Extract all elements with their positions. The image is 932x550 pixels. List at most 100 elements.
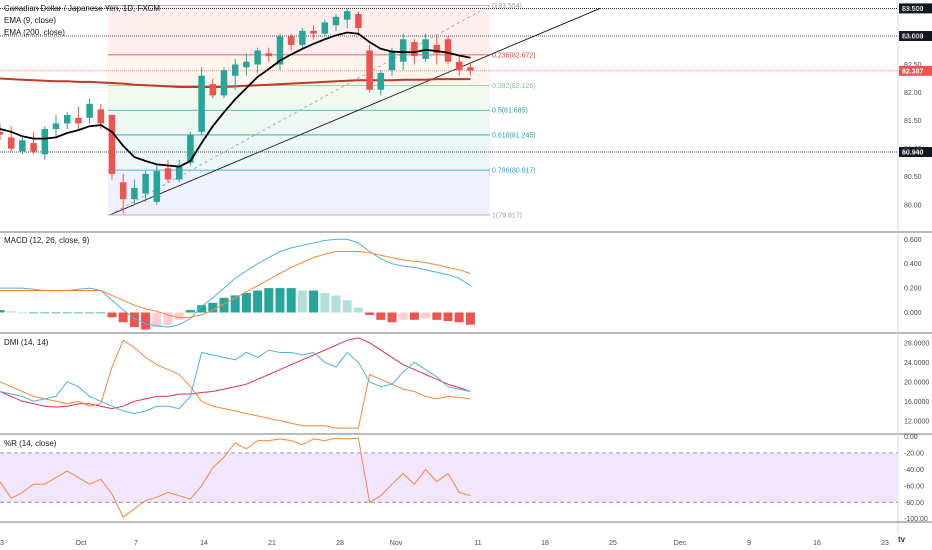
candle-body bbox=[63, 115, 71, 124]
fib-level-label: 0.5(81.685) bbox=[492, 108, 528, 115]
tradingview-logo: tv bbox=[898, 535, 906, 544]
dmi-axis-tick: 28.0000 bbox=[904, 340, 929, 347]
fib-level-label: 0.236(82.672) bbox=[492, 52, 536, 59]
macd-histogram-bar bbox=[286, 288, 296, 313]
candle-body bbox=[411, 42, 418, 57]
macd-histogram-bar bbox=[465, 312, 475, 325]
macd-histogram-bar bbox=[387, 312, 397, 323]
macd-histogram-bar bbox=[129, 312, 139, 328]
time-axis-tick: Nov bbox=[390, 540, 403, 547]
macd-histogram-bar bbox=[208, 302, 218, 313]
price-axis-tick: 82.50 bbox=[904, 62, 922, 69]
macd-histogram-bar bbox=[40, 312, 50, 314]
price-axis-tick: 82.00 bbox=[904, 90, 922, 97]
macd-histogram-bar bbox=[174, 312, 184, 320]
candle-body bbox=[19, 140, 26, 152]
price-axis-tick: 81.00 bbox=[904, 146, 922, 153]
macd-axis-tick: 0.600 bbox=[904, 237, 922, 244]
macd-histogram-bar bbox=[185, 310, 195, 313]
macd-histogram-bar bbox=[62, 312, 72, 314]
macd-histogram-bar bbox=[219, 297, 229, 313]
wr-axis-tick: -80.00 bbox=[904, 500, 924, 507]
candle-body bbox=[209, 84, 217, 96]
macd-histogram-bar bbox=[118, 312, 128, 323]
macd-histogram-bar bbox=[297, 290, 307, 313]
fib-band bbox=[108, 5, 490, 55]
candle-body bbox=[287, 36, 295, 45]
time-axis-tick: 9 bbox=[747, 540, 751, 547]
candle-body bbox=[467, 67, 474, 71]
macd-histogram-bar bbox=[141, 312, 151, 330]
wr-axis-tick: 0.00 bbox=[904, 434, 918, 441]
wr-axis-tick: -60.00 bbox=[904, 483, 924, 490]
price-axis-tick: 83.00 bbox=[904, 34, 922, 41]
macd-signal-line bbox=[0, 251, 471, 318]
wr-axis-tick: -100.00 bbox=[904, 516, 928, 523]
macd-histogram-bar bbox=[51, 312, 61, 314]
macd-histogram-bar bbox=[309, 290, 319, 313]
candle-body bbox=[119, 182, 127, 200]
candle-body bbox=[254, 50, 261, 65]
macd-histogram-bar bbox=[342, 300, 352, 313]
candle-body bbox=[41, 129, 49, 155]
candle-body bbox=[30, 143, 37, 152]
macd-histogram-bar bbox=[241, 292, 251, 313]
time-axis-tick: 16 bbox=[813, 540, 821, 547]
time-axis-tick: 28 bbox=[336, 540, 344, 547]
fib-band bbox=[108, 110, 490, 135]
fib-band bbox=[108, 134, 490, 171]
candle-body bbox=[7, 137, 15, 149]
fib-band bbox=[108, 85, 490, 111]
candle-body bbox=[377, 72, 385, 90]
macd-histogram-bar bbox=[230, 295, 240, 313]
dmi-legend: DMI (14, 14) bbox=[4, 338, 49, 347]
macd-axis-tick: 0.200 bbox=[904, 286, 922, 293]
candle-body bbox=[332, 16, 340, 26]
candle-body bbox=[343, 11, 351, 20]
plus-di-line bbox=[0, 349, 471, 415]
dmi-axis-tick: 24.0000 bbox=[904, 360, 929, 367]
time-axis-tick: 23 bbox=[881, 540, 889, 547]
macd-histogram-bar bbox=[264, 288, 274, 313]
dmi-axis-tick: 12.0000 bbox=[904, 418, 929, 425]
time-axis-tick: 25 bbox=[609, 540, 617, 547]
key-level-tag bbox=[899, 147, 932, 158]
price-axis-tick: 81.50 bbox=[904, 118, 922, 125]
macd-histogram-bar bbox=[29, 312, 39, 314]
candle-body bbox=[108, 115, 116, 174]
macd-histogram-bar bbox=[365, 312, 375, 315]
candle-body bbox=[187, 134, 194, 163]
macd-histogram-bar bbox=[197, 305, 207, 313]
key-level-label: 83.008 bbox=[902, 34, 924, 41]
macd-histogram-bar bbox=[409, 312, 419, 320]
candle-body bbox=[231, 64, 239, 76]
candle-body bbox=[355, 14, 362, 29]
macd-histogram-bar bbox=[73, 312, 83, 314]
fib-level-label: 1(79.817) bbox=[492, 213, 522, 220]
macd-histogram-bar bbox=[443, 312, 453, 322]
ema9-line bbox=[0, 31, 471, 168]
candle-body bbox=[153, 171, 161, 202]
fib-level-label: 0(83.554) bbox=[492, 3, 522, 10]
macd-histogram-bar bbox=[85, 312, 95, 314]
candle-body bbox=[276, 36, 284, 65]
candle-body bbox=[265, 53, 273, 57]
time-axis-tick: 18 bbox=[541, 540, 549, 547]
candle-body bbox=[399, 39, 407, 62]
macd-histogram-bar bbox=[320, 292, 330, 313]
macd-histogram-bar bbox=[454, 312, 464, 323]
macd-histogram-bar bbox=[376, 312, 386, 320]
macd-histogram-bar bbox=[17, 312, 27, 314]
wr-band-fill bbox=[0, 452, 898, 503]
candle-body bbox=[444, 39, 452, 62]
time-axis-tick: 14 bbox=[200, 540, 208, 547]
dmi-axis-tick: 20.0000 bbox=[904, 379, 929, 386]
minus-di-line bbox=[0, 339, 471, 429]
candle-body bbox=[299, 30, 306, 45]
current-price-tag bbox=[899, 65, 932, 76]
wr-axis-tick: -20.00 bbox=[904, 450, 924, 457]
candle-body bbox=[175, 165, 183, 180]
fib-level-label: 0.382(82.126) bbox=[492, 83, 536, 90]
time-axis-tick: Dec bbox=[674, 540, 687, 547]
macd-histogram-bar bbox=[163, 312, 173, 325]
